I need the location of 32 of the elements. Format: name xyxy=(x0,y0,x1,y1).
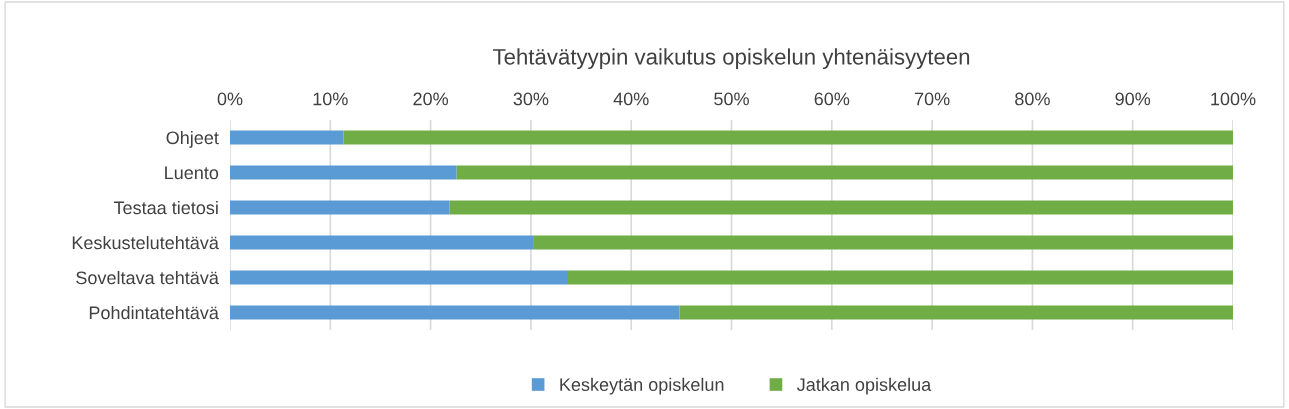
x-tick-label: 30% xyxy=(513,92,549,106)
x-tick-label: 10% xyxy=(313,92,348,106)
x-tick-label: 70% xyxy=(914,92,950,106)
legend-label: Jatkan opiskelua xyxy=(796,377,932,395)
bar xyxy=(343,130,1233,145)
x-tick-label: 0% xyxy=(217,92,243,106)
bar xyxy=(456,165,1233,180)
bar xyxy=(449,200,1233,215)
x-tick-label: 90% xyxy=(1115,92,1151,106)
x-tick-label: 100% xyxy=(1211,92,1256,106)
y-tick-label: Ohjeet xyxy=(166,130,219,148)
bar xyxy=(230,165,457,180)
x-tick-label: 50% xyxy=(714,92,749,106)
bar xyxy=(230,130,344,145)
bar xyxy=(533,235,1233,250)
bar xyxy=(230,305,680,320)
bar xyxy=(568,270,1233,285)
y-tick-label: Testaa tietosi xyxy=(113,200,218,215)
x-tick-label: 40% xyxy=(613,92,649,106)
bar xyxy=(230,200,450,215)
y-tick-label: Soveltava tehtävä xyxy=(76,270,219,285)
y-tick-label: Luento xyxy=(165,166,219,180)
bar xyxy=(230,235,534,250)
x-tick-label: 20% xyxy=(413,92,449,106)
bar xyxy=(230,270,569,285)
chart-title: Tehtävätyypin vaikutus opiskelun yhtenäisyyteen xyxy=(492,48,970,70)
y-tick-label: Pohdintatehtävä xyxy=(89,305,219,320)
legend-label: Keskeytän opiskelun xyxy=(560,377,724,395)
x-tick-label: 60% xyxy=(814,92,850,106)
bar xyxy=(679,305,1233,320)
x-tick-label: 80% xyxy=(1015,92,1050,106)
y-tick-label: Keskustelutehtävä xyxy=(72,235,219,250)
